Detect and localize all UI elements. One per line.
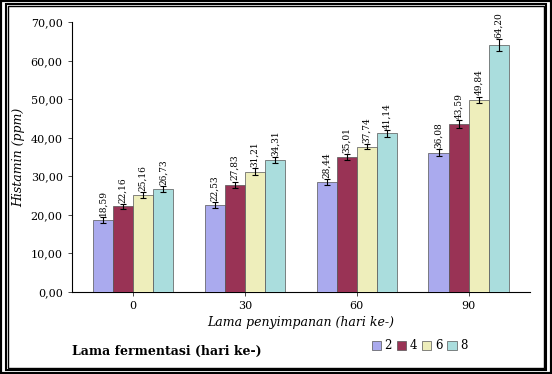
Bar [377, 134, 397, 292]
Legend: 2, 4, 6, 8: 2, 4, 6, 8 [367, 334, 472, 357]
Text: 27,83: 27,83 [230, 155, 239, 180]
Text: 43,59: 43,59 [454, 93, 463, 119]
Bar [245, 172, 265, 292]
Bar [337, 157, 357, 292]
Bar [205, 205, 225, 292]
Text: 18,59: 18,59 [98, 190, 107, 216]
Text: 22,53: 22,53 [210, 175, 219, 201]
Bar [265, 160, 285, 292]
Text: 31,21: 31,21 [251, 141, 259, 167]
Bar [153, 189, 173, 292]
X-axis label: Lama penyimpanan (hari ke-): Lama penyimpanan (hari ke-) [208, 316, 394, 329]
Bar [93, 220, 113, 292]
Bar [316, 182, 337, 292]
Text: 25,16: 25,16 [139, 165, 147, 191]
Bar [357, 147, 377, 292]
Bar [225, 185, 245, 292]
Bar [489, 45, 509, 292]
Text: Lama fermentasi (hari ke-): Lama fermentasi (hari ke-) [72, 345, 262, 358]
Bar [449, 124, 469, 292]
Bar [113, 206, 133, 292]
Bar [133, 195, 153, 292]
Bar [469, 100, 489, 292]
Text: 35,01: 35,01 [342, 127, 351, 153]
Text: 28,44: 28,44 [322, 152, 331, 178]
Text: 41,14: 41,14 [383, 103, 391, 129]
Text: 26,73: 26,73 [158, 159, 168, 185]
Text: 49,84: 49,84 [474, 70, 484, 95]
Text: 36,08: 36,08 [434, 123, 443, 148]
Y-axis label: Histamin (ppm): Histamin (ppm) [12, 107, 25, 207]
Text: 34,31: 34,31 [270, 130, 280, 156]
Text: 37,74: 37,74 [363, 117, 371, 143]
Text: 22,16: 22,16 [118, 177, 128, 203]
Bar [428, 153, 449, 292]
Text: 64,20: 64,20 [495, 12, 503, 38]
